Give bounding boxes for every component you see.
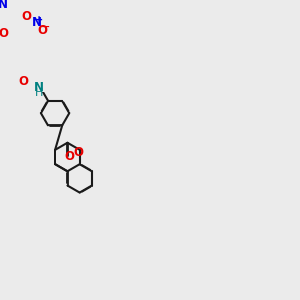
- Text: N: N: [32, 16, 41, 28]
- Text: O: O: [21, 10, 31, 23]
- Text: N: N: [34, 81, 44, 94]
- Text: O: O: [37, 24, 47, 37]
- Text: −: −: [40, 21, 50, 32]
- Text: O: O: [19, 75, 29, 88]
- Text: O: O: [64, 150, 74, 163]
- Text: O: O: [74, 146, 84, 159]
- Text: H: H: [35, 88, 43, 98]
- Text: +: +: [35, 15, 43, 25]
- Text: O: O: [0, 27, 9, 40]
- Text: N: N: [0, 0, 8, 11]
